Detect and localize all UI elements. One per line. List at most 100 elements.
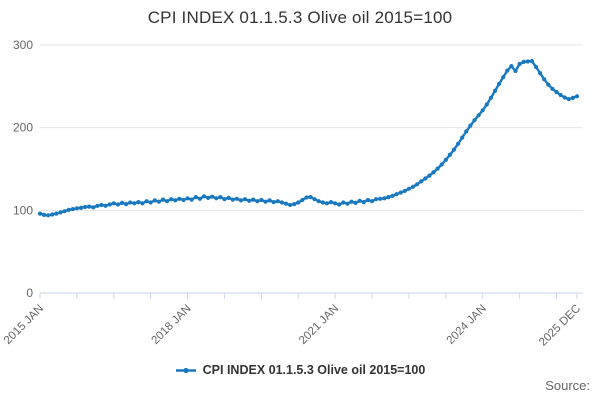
data-point-marker[interactable] bbox=[423, 176, 428, 181]
data-point-marker[interactable] bbox=[259, 197, 264, 203]
data-point-marker[interactable] bbox=[517, 61, 522, 67]
data-point-marker[interactable] bbox=[337, 202, 342, 207]
data-point-marker[interactable] bbox=[476, 113, 481, 118]
data-point-marker[interactable] bbox=[447, 152, 452, 157]
data-point-marker[interactable] bbox=[42, 212, 47, 217]
data-point-marker[interactable] bbox=[394, 192, 399, 197]
data-point-marker[interactable] bbox=[160, 197, 166, 202]
data-point-marker[interactable] bbox=[234, 196, 239, 201]
data-point-marker[interactable] bbox=[435, 166, 440, 171]
data-point-marker[interactable] bbox=[165, 199, 170, 204]
data-point-marker[interactable] bbox=[550, 86, 555, 91]
data-point-marker[interactable] bbox=[230, 197, 235, 202]
data-point-marker[interactable] bbox=[37, 211, 43, 216]
data-point-marker[interactable] bbox=[464, 129, 469, 134]
data-point-marker[interactable] bbox=[193, 195, 198, 200]
data-point-marker[interactable] bbox=[427, 173, 432, 178]
data-point-marker[interactable] bbox=[390, 193, 395, 198]
data-point-marker[interactable] bbox=[521, 59, 526, 64]
data-point-marker[interactable] bbox=[197, 196, 202, 201]
data-point-marker[interactable] bbox=[410, 184, 416, 189]
data-point-marker[interactable] bbox=[181, 197, 186, 203]
data-point-marker[interactable] bbox=[542, 77, 547, 82]
data-point-marker[interactable] bbox=[74, 206, 79, 211]
data-point-marker[interactable] bbox=[488, 95, 493, 100]
data-point-marker[interactable] bbox=[484, 102, 489, 107]
data-point-marker[interactable] bbox=[382, 196, 387, 201]
data-point-marker[interactable] bbox=[365, 197, 370, 203]
data-point-marker[interactable] bbox=[247, 198, 252, 203]
data-point-marker[interactable] bbox=[103, 203, 108, 208]
data-point-marker[interactable] bbox=[91, 205, 96, 210]
data-point-marker[interactable] bbox=[173, 198, 178, 203]
data-point-marker[interactable] bbox=[115, 202, 120, 207]
data-point-marker[interactable] bbox=[132, 201, 137, 206]
data-point-marker[interactable] bbox=[124, 202, 129, 207]
data-point-marker[interactable] bbox=[513, 68, 518, 74]
data-point-marker[interactable] bbox=[492, 88, 498, 93]
data-point-marker[interactable] bbox=[78, 205, 84, 210]
data-point-marker[interactable] bbox=[279, 200, 284, 205]
data-point-marker[interactable] bbox=[214, 196, 219, 201]
data-point-marker[interactable] bbox=[328, 200, 334, 205]
data-point-marker[interactable] bbox=[70, 207, 75, 212]
data-point-marker[interactable] bbox=[419, 179, 424, 184]
data-point-marker[interactable] bbox=[275, 199, 280, 204]
data-point-marker[interactable] bbox=[111, 201, 116, 206]
data-point-marker[interactable] bbox=[562, 95, 567, 100]
data-point-marker[interactable] bbox=[460, 135, 465, 140]
data-point-marker[interactable] bbox=[136, 200, 141, 205]
data-point-marker[interactable] bbox=[189, 197, 194, 202]
data-point-marker[interactable] bbox=[95, 203, 100, 208]
data-point-marker[interactable] bbox=[283, 201, 289, 206]
data-point-marker[interactable] bbox=[62, 209, 67, 214]
data-point-marker[interactable] bbox=[267, 198, 272, 203]
data-point-marker[interactable] bbox=[83, 204, 88, 210]
data-point-marker[interactable] bbox=[369, 199, 375, 204]
data-point-marker[interactable] bbox=[312, 197, 317, 202]
data-point-marker[interactable] bbox=[558, 92, 563, 98]
data-point-marker[interactable] bbox=[439, 162, 444, 167]
data-point-marker[interactable] bbox=[242, 197, 248, 202]
data-series[interactable] bbox=[37, 59, 580, 218]
data-point-marker[interactable] bbox=[222, 197, 227, 202]
data-point-marker[interactable] bbox=[140, 201, 145, 206]
data-point-marker[interactable] bbox=[119, 200, 125, 205]
data-point-marker[interactable] bbox=[497, 81, 502, 86]
data-point-marker[interactable] bbox=[533, 64, 539, 69]
data-point-marker[interactable] bbox=[386, 195, 391, 200]
data-point-marker[interactable] bbox=[156, 199, 161, 204]
data-point-marker[interactable] bbox=[218, 195, 223, 200]
data-point-marker[interactable] bbox=[50, 212, 55, 217]
data-point-marker[interactable] bbox=[87, 204, 92, 209]
data-point-marker[interactable] bbox=[304, 195, 309, 200]
data-point-marker[interactable] bbox=[177, 196, 182, 201]
data-point-marker[interactable] bbox=[525, 59, 530, 64]
data-point-marker[interactable] bbox=[566, 97, 571, 102]
data-point-marker[interactable] bbox=[538, 71, 543, 76]
data-point-marker[interactable] bbox=[361, 200, 366, 205]
data-point-marker[interactable] bbox=[107, 202, 112, 207]
data-point-marker[interactable] bbox=[201, 194, 207, 199]
data-point-marker[interactable] bbox=[480, 108, 485, 113]
data-point-marker[interactable] bbox=[374, 197, 379, 202]
data-point-marker[interactable] bbox=[251, 197, 256, 202]
data-point-marker[interactable] bbox=[505, 68, 510, 73]
data-point-marker[interactable] bbox=[554, 90, 559, 95]
data-point-marker[interactable] bbox=[415, 182, 420, 187]
data-point-marker[interactable] bbox=[529, 59, 535, 64]
data-point-marker[interactable] bbox=[353, 200, 358, 205]
data-point-marker[interactable] bbox=[296, 200, 301, 205]
data-point-marker[interactable] bbox=[341, 200, 346, 205]
data-point-marker[interactable] bbox=[378, 196, 383, 201]
data-point-marker[interactable] bbox=[58, 210, 63, 215]
data-point-marker[interactable] bbox=[66, 207, 71, 212]
data-point-marker[interactable] bbox=[472, 118, 477, 123]
data-point-marker[interactable] bbox=[185, 196, 190, 201]
data-point-marker[interactable] bbox=[46, 213, 51, 218]
data-point-marker[interactable] bbox=[546, 82, 551, 87]
legend[interactable]: CPI INDEX 01.1.5.3 Olive oil 2015=100 bbox=[0, 363, 600, 377]
data-point-marker[interactable] bbox=[300, 197, 305, 203]
data-point-marker[interactable] bbox=[99, 202, 104, 208]
data-point-marker[interactable] bbox=[468, 123, 473, 128]
